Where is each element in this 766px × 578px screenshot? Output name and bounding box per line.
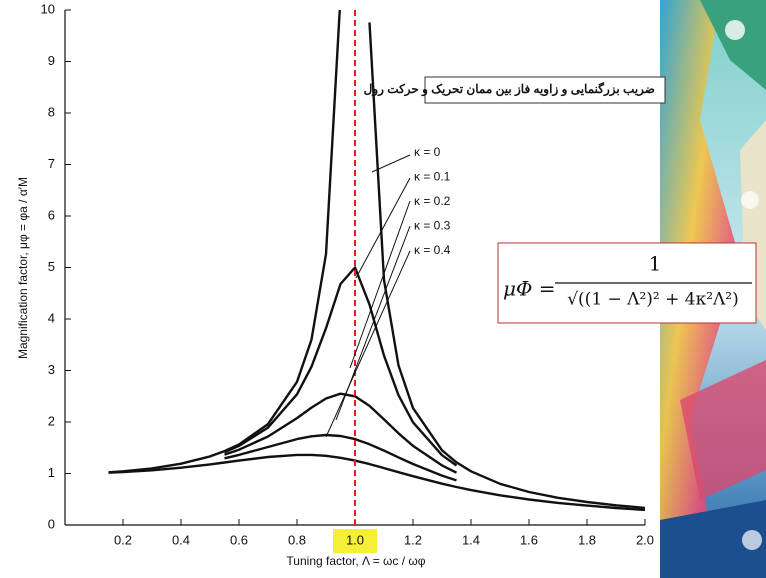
y-tick-label: 2 (48, 413, 55, 428)
curve-label: κ = 0 (414, 145, 441, 159)
curve (224, 433, 457, 482)
curve-label: κ = 0.2 (414, 194, 451, 208)
y-tick-label: 10 (41, 1, 55, 16)
x-tick-label: 1.6 (520, 532, 538, 547)
y-tick-label: 6 (48, 207, 55, 222)
y-tick-label: 0 (48, 516, 55, 531)
formula-denominator: √((1 − Λ²)² + 4κ²Λ²) (567, 290, 739, 310)
formula-numerator: 1 (649, 252, 662, 276)
y-tick-label: 3 (48, 362, 55, 377)
curve-label: κ = 0.1 (414, 170, 451, 184)
x-tick-label: 1.0 (346, 532, 364, 547)
curve-label: κ = 0.3 (414, 219, 451, 233)
x-tick-label: 0.8 (288, 532, 306, 547)
x-tick-label: 1.8 (578, 532, 596, 547)
tick-highlight (333, 529, 377, 553)
formula-lhs: μΦ = (503, 277, 556, 301)
curve (108, 453, 645, 512)
x-tick-label: 1.4 (462, 532, 480, 547)
curve (224, 266, 458, 467)
curve-label: κ = 0.4 (414, 243, 451, 257)
chart-title: ضریب بزرگنمایی و زاویه فاز بین ممان تحری… (364, 81, 655, 97)
x-axis-label: Tuning factor, Λ = ωc / ωφ (286, 554, 425, 568)
title-box (424, 76, 666, 104)
arrows (325, 154, 411, 438)
y-axis-label: Magnification factor, μφ = φa / α′M (16, 177, 30, 359)
x-tick-label: 1.2 (404, 532, 422, 547)
y-tick-label: 5 (48, 259, 55, 274)
curve (224, 392, 458, 474)
y-tick-label: 8 (48, 104, 55, 119)
y-tick-label: 1 (48, 465, 55, 480)
y-tick-label: 4 (48, 310, 55, 325)
x-tick-label: 0.4 (172, 532, 190, 547)
y-tick-label: 7 (48, 156, 55, 171)
x-tick-label: 0.2 (114, 532, 132, 547)
x-tick-label: 2.0 (636, 532, 654, 547)
x-tick-label: 0.6 (230, 532, 248, 547)
y-tick-label: 9 (48, 53, 55, 68)
